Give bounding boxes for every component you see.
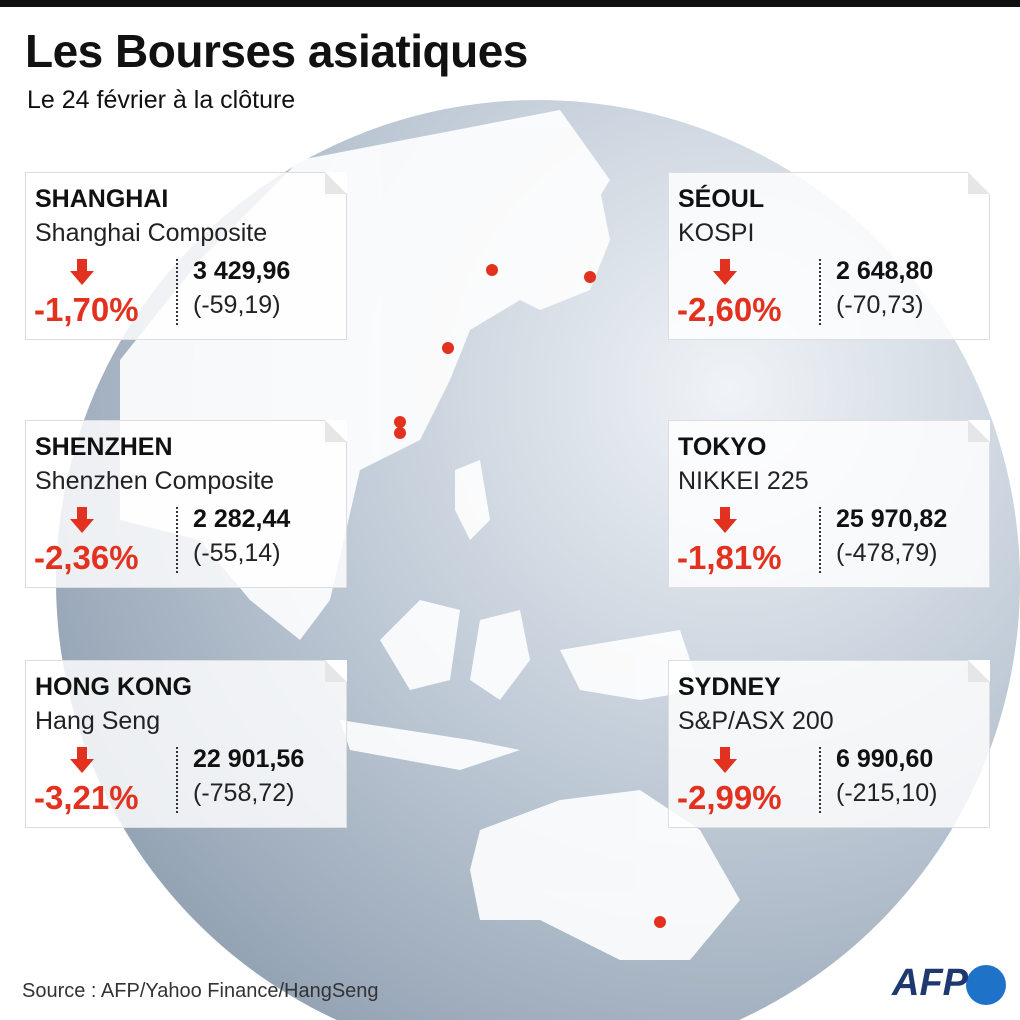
separator [819,259,821,325]
source: Source : AFP/Yahoo Finance/HangSeng [22,980,379,1002]
city: TOKYO [678,433,767,461]
change-points: (-59,19) [193,291,281,319]
index-value: 2 282,44 [193,505,291,533]
change-points: (-478,79) [836,539,938,567]
index-value: 25 970,82 [836,505,948,533]
market-box: SHANGHAI Shanghai Composite -1,70% 3 429,96… [25,172,347,340]
change-percent: -3,21% [34,779,139,816]
market-box: HONG KONG Hang Seng -3,21% 22 901,56 (-758,7… [25,660,347,828]
logo: AFP [892,962,968,1004]
market-box: SÉOUL KOSPI -2,60% 2 648,80 (-70,73) [668,172,990,340]
down-arrow [70,747,94,773]
change-points: (-758,72) [193,779,295,807]
folded-corner [968,420,990,442]
change-percent: -2,60% [677,291,782,328]
market-box: SYDNEY S&P/ASX 200 -2,99% 6 990,60 (-215,10) [668,660,990,828]
separator [819,747,821,813]
index-name: Hang Seng [35,707,161,735]
market-box: TOKYO NIKKEI 225 -1,81% 25 970,82 (-478,79) [668,420,990,588]
index-value: 6 990,60 [836,745,934,773]
change-percent: -1,81% [677,539,782,576]
index-name: KOSPI [678,219,755,247]
folded-corner [325,420,347,442]
market-box: SHENZHEN Shenzhen Composite -2,36% 2 282,44… [25,420,347,588]
change-points: (-55,14) [193,539,281,567]
down-arrow [70,507,94,533]
subtitle: Le 24 février à la clôture [27,86,296,114]
separator [176,507,178,573]
separator [176,747,178,813]
index-name: NIKKEI 225 [678,467,809,495]
index-name: S&P/ASX 200 [678,707,834,735]
separator [176,259,178,325]
folded-corner [325,660,347,682]
change-percent: -2,36% [34,539,139,576]
down-arrow [70,259,94,285]
city: SYDNEY [678,673,781,701]
city: SHENZHEN [35,433,173,461]
city: SHANGHAI [35,185,169,213]
separator [819,507,821,573]
folded-corner [968,660,990,682]
index-name: Shanghai Composite [35,219,268,247]
index-value: 3 429,96 [193,257,291,285]
index-value: 2 648,80 [836,257,934,285]
folded-corner [968,172,990,194]
folded-corner [325,172,347,194]
index-value: 22 901,56 [193,745,305,773]
change-points: (-70,73) [836,291,924,319]
down-arrow [713,747,737,773]
city: HONG KONG [35,673,192,701]
change-percent: -1,70% [34,291,139,328]
change-points: (-215,10) [836,779,938,807]
down-arrow [713,507,737,533]
change-percent: -2,99% [677,779,782,816]
title: Les Bourses asiatiques [25,25,528,77]
index-name: Shenzhen Composite [35,467,275,495]
down-arrow [713,259,737,285]
city: SÉOUL [678,185,765,213]
